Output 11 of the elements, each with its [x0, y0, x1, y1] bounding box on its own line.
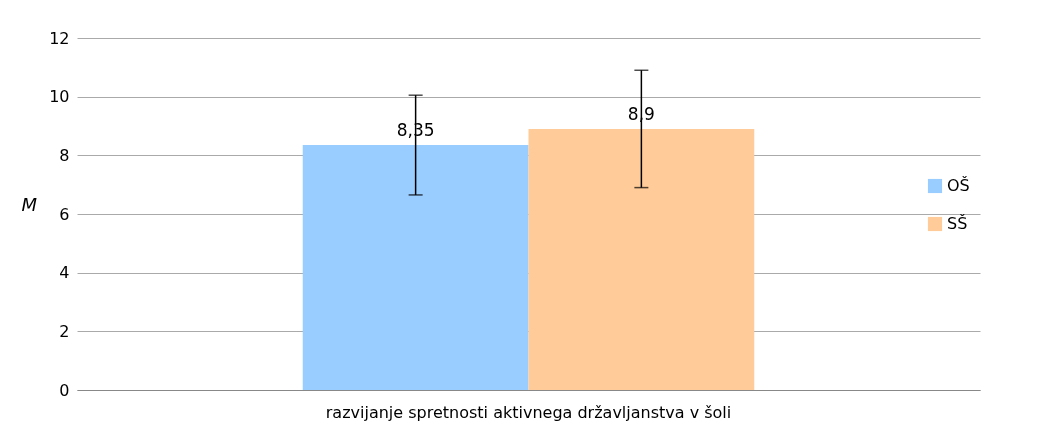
y-tick-label: 4	[59, 263, 70, 283]
y-tick-label: 0	[59, 380, 70, 400]
legend-label: SŠ	[947, 214, 968, 233]
y-tick-label: 2	[59, 321, 70, 341]
y-tick-label: 8	[59, 145, 70, 165]
y-tick-label: 12	[49, 28, 70, 48]
y-tick-label: 10	[49, 87, 70, 107]
y-tick-label: 6	[59, 204, 70, 224]
y-axis-title: M	[21, 193, 38, 215]
legend-label: OŠ	[947, 176, 970, 195]
x-tick-label: razvijanje spretnosti aktivnega državljanstva v šoli	[325, 402, 732, 422]
